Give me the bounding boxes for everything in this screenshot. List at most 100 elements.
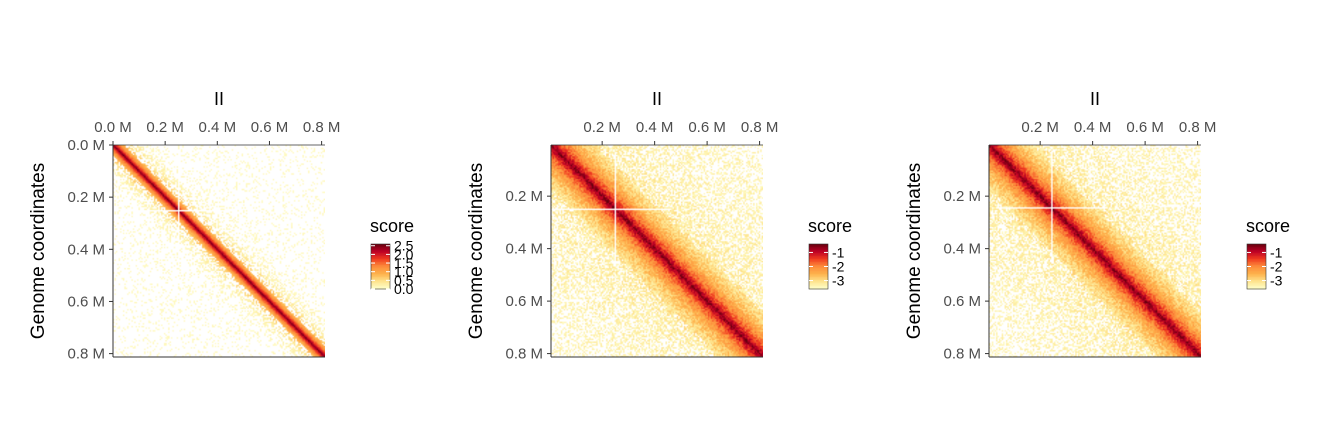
legend-color-step — [809, 266, 828, 269]
legend-label: 1.5 — [394, 255, 414, 271]
legend-color-step — [371, 277, 390, 279]
legend-title: score — [370, 216, 414, 236]
y-axis-label: Genome coordinates — [28, 163, 49, 339]
legend-color-step — [809, 244, 828, 246]
y-tick-label: 0.4 M — [67, 241, 105, 258]
chart-title: II — [214, 89, 224, 109]
x-tick-label: 0.2 M — [146, 119, 184, 136]
legend-color-step — [1247, 262, 1266, 264]
legend-color-step — [809, 271, 828, 273]
legend-color-step — [1247, 277, 1266, 279]
legend-color-step — [371, 283, 390, 285]
legend-color-step — [1247, 271, 1266, 273]
legend-color-step — [809, 262, 828, 264]
legend-label: 0.5 — [394, 272, 414, 288]
x-tick-label: 0.0 M — [94, 119, 132, 136]
legend-color-step — [809, 245, 828, 248]
chart-title: II — [652, 89, 662, 109]
legend-color-step — [371, 274, 390, 276]
legend-color-step — [371, 265, 390, 267]
legend-title: score — [808, 216, 852, 236]
legend-color-step — [809, 256, 828, 258]
legend-color-step — [809, 278, 828, 281]
x-tick-label: 0.8 M — [741, 119, 779, 136]
legend-color-step — [1247, 245, 1266, 248]
legend-label: 2.5 — [394, 238, 414, 254]
y-tick-label: 0.6 M — [67, 293, 105, 310]
legend-color-step — [809, 257, 828, 260]
legend-color-step — [809, 269, 828, 272]
legend-color-step — [1247, 244, 1266, 246]
y-tick-label: 0.6 M — [505, 293, 543, 310]
legend-color-step — [809, 247, 828, 249]
legend-color-step — [1247, 265, 1266, 267]
y-tick-label: 0.6 M — [943, 293, 981, 310]
legend-color-step — [371, 256, 390, 258]
legend-color-step — [371, 266, 390, 269]
legend-color-step — [371, 250, 390, 252]
legend-color-step — [1247, 269, 1266, 272]
legend-color-step — [371, 260, 390, 263]
legend-label: 1.0 — [394, 264, 414, 280]
legend-color-step — [1247, 257, 1266, 260]
legend-color-step — [371, 275, 390, 278]
legend-color-step — [809, 287, 828, 290]
legend-color-step — [1247, 275, 1266, 278]
legend-color-step — [371, 269, 390, 272]
x-tick-label: 0.8 M — [303, 119, 341, 136]
legend-color-step — [371, 271, 390, 273]
legend-color-step — [809, 250, 828, 252]
color-legend: score 2.52.01.51.00.50.0 — [370, 216, 414, 297]
legend-color-step — [1247, 283, 1266, 285]
x-tick-label: 0.4 M — [1074, 119, 1112, 136]
legend-color-step — [809, 277, 828, 279]
legend-color-step — [809, 254, 828, 257]
legend-color-step — [1247, 280, 1266, 282]
legend-color-step — [371, 248, 390, 251]
legend-color-step — [809, 274, 828, 276]
legend-color-step — [809, 284, 828, 287]
x-tick-label: 0.4 M — [636, 119, 674, 136]
legend-color-step — [809, 265, 828, 267]
heatmap-cells — [551, 145, 763, 357]
legend-color-step — [809, 280, 828, 282]
legend-title: score — [1246, 216, 1290, 236]
legend-color-step — [809, 272, 828, 275]
color-legend: score -1-2-3 — [808, 216, 852, 290]
y-axis-label: Genome coordinates — [466, 163, 487, 339]
legend-color-step — [1247, 253, 1266, 255]
heatmap-cells — [989, 145, 1201, 357]
legend-color-step — [1247, 250, 1266, 252]
x-tick-label: 0.6 M — [688, 119, 726, 136]
legend-color-step — [809, 268, 828, 270]
legend-color-step — [371, 272, 390, 275]
legend-color-step — [371, 280, 390, 282]
legend-color-step — [371, 286, 390, 288]
legend-label: -3 — [1270, 273, 1283, 289]
y-axis-label: Genome coordinates — [904, 163, 925, 339]
x-tick-label: 0.8 M — [1179, 119, 1217, 136]
legend-label: -2 — [832, 259, 845, 275]
y-tick-label: 0.8 M — [943, 346, 981, 363]
legend-color-step — [809, 286, 828, 288]
y-tick-label: 0.2 M — [505, 188, 543, 205]
legend-color-step — [371, 245, 390, 248]
heatmap-cells — [113, 145, 325, 357]
legend-color-step — [371, 251, 390, 254]
legend-color-step — [371, 257, 390, 260]
y-tick-label: 0.4 M — [505, 241, 543, 258]
legend-color-step — [1247, 263, 1266, 266]
legend-color-step — [1247, 259, 1266, 261]
legend-color-step — [371, 244, 390, 246]
legend-color-step — [1247, 272, 1266, 275]
legend-color-step — [1247, 286, 1266, 288]
legend-label: -1 — [832, 244, 845, 260]
legend-color-step — [809, 248, 828, 251]
legend-color-step — [1247, 268, 1266, 270]
x-tick-label: 0.6 M — [1126, 119, 1164, 136]
legend-color-step — [371, 247, 390, 249]
chart-title: II — [1090, 89, 1100, 109]
legend-color-step — [1247, 254, 1266, 257]
